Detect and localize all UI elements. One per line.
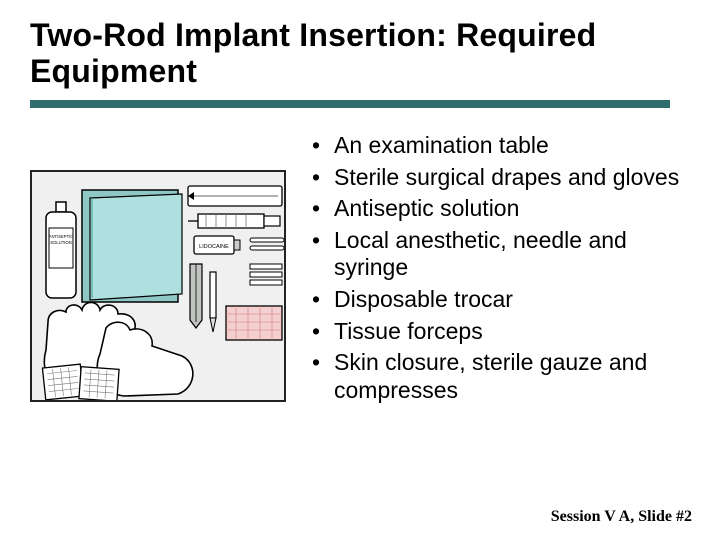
packet-2-icon	[79, 367, 119, 402]
trocar-icon	[188, 186, 282, 206]
packet-1-icon	[42, 364, 83, 400]
vial-icon: LIDOCAINE	[194, 236, 240, 254]
list-item: An examination table	[310, 132, 690, 160]
title-block: Two-Rod Implant Insertion: Required Equi…	[30, 18, 690, 90]
svg-text:LIDOCAINE: LIDOCAINE	[199, 244, 229, 250]
drape-icon	[82, 190, 182, 302]
list-item: Disposable trocar	[310, 286, 690, 314]
strips-icon	[250, 264, 282, 285]
gauze-icon	[226, 306, 282, 340]
list-item: Antiseptic solution	[310, 195, 690, 223]
forceps-icon	[190, 264, 202, 328]
content-row: ANTISEPTIC SOLUTION	[30, 132, 690, 408]
scalpel-icon	[210, 272, 216, 332]
list-item: Tissue forceps	[310, 318, 690, 346]
bullet-list-wrap: An examination table Sterile surgical dr…	[290, 132, 690, 408]
slide-footer: Session V A, Slide #2	[551, 508, 692, 526]
bottle-icon: ANTISEPTIC SOLUTION	[46, 202, 76, 298]
implant-rods-icon	[250, 238, 284, 250]
list-item: Sterile surgical drapes and gloves	[310, 164, 690, 192]
equipment-svg: ANTISEPTIC SOLUTION	[32, 172, 286, 402]
svg-text:SOLUTION: SOLUTION	[50, 240, 71, 245]
list-item: Local anesthetic, needle and syringe	[310, 227, 690, 282]
bullet-list: An examination table Sterile surgical dr…	[310, 132, 690, 404]
list-item: Skin closure, sterile gauze and compress…	[310, 349, 690, 404]
equipment-illustration: ANTISEPTIC SOLUTION	[30, 170, 286, 402]
page-title: Two-Rod Implant Insertion: Required Equi…	[30, 18, 690, 90]
title-underline	[30, 100, 670, 108]
slide: Two-Rod Implant Insertion: Required Equi…	[0, 0, 720, 540]
syringe-icon	[188, 214, 280, 228]
illustration-wrap: ANTISEPTIC SOLUTION	[30, 132, 290, 402]
svg-text:ANTISEPTIC: ANTISEPTIC	[49, 234, 74, 239]
